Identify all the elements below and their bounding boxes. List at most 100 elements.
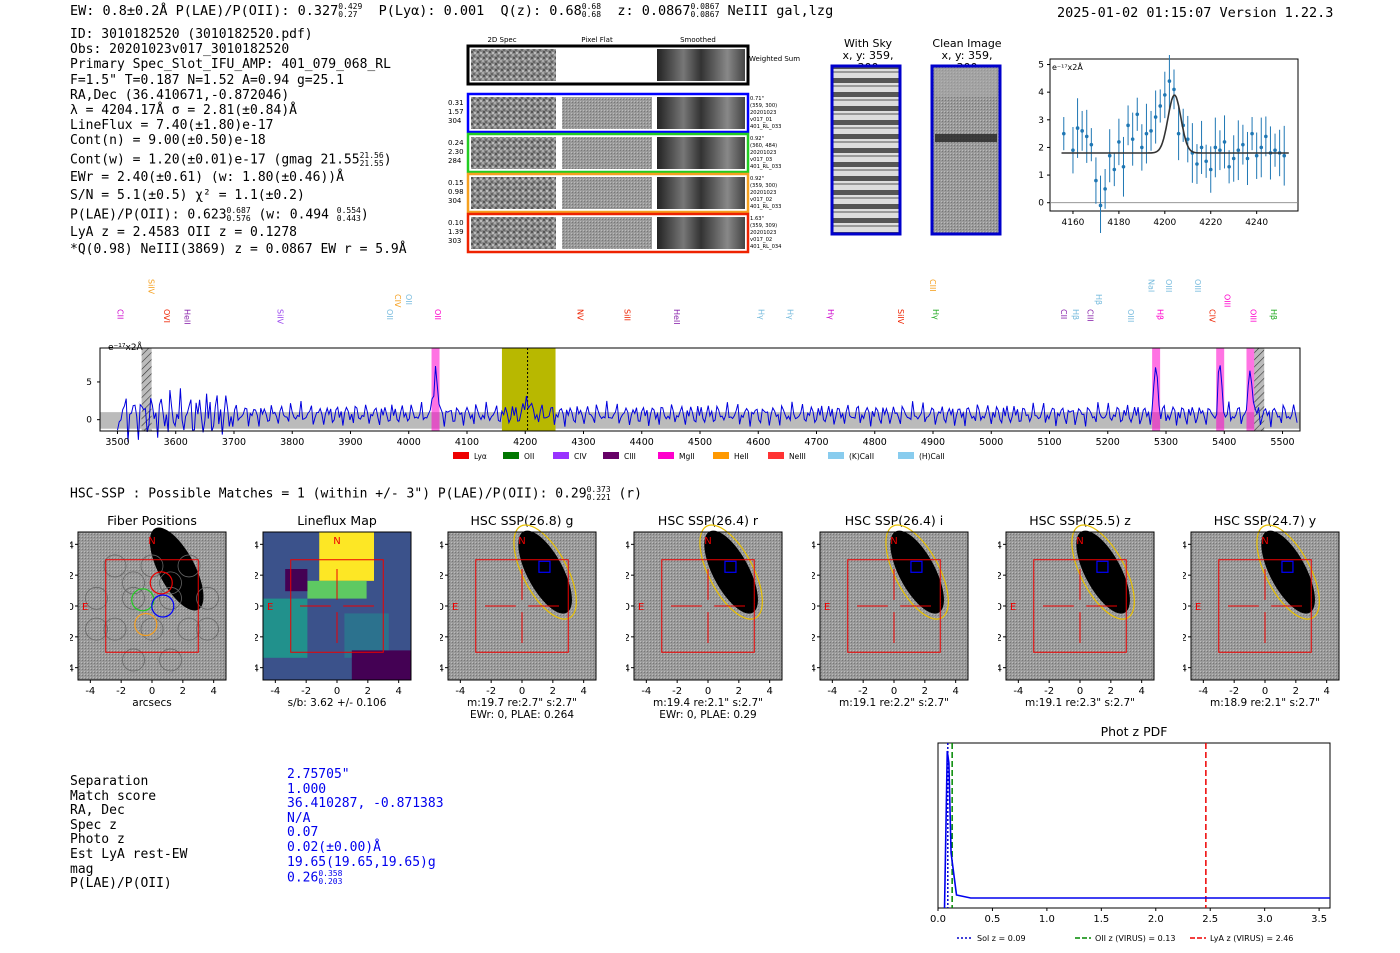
cutout-image bbox=[657, 137, 745, 169]
info-contw: Cont(w) = 1.20(±0.01)e-17 (gmag 21.55 bbox=[70, 152, 360, 168]
zoom-point bbox=[1236, 148, 1241, 152]
cutout-image bbox=[471, 49, 556, 81]
legend-label: HeII bbox=[734, 452, 749, 461]
fiber-circle bbox=[177, 554, 201, 578]
match-value: 36.410287, -0.871383 bbox=[287, 796, 444, 812]
spectrum-xtick-label: 5300 bbox=[1154, 437, 1178, 448]
zoom-point bbox=[1218, 148, 1222, 152]
info-plae-w-lo: 0.443 bbox=[336, 214, 361, 224]
north-label: N bbox=[518, 536, 525, 547]
panel-ytick-label: 2 bbox=[255, 571, 259, 582]
zoom-point bbox=[1185, 137, 1190, 141]
panel-subtitle: EWr: 0, PLAE: 0.264 bbox=[470, 709, 574, 721]
panel-image-region bbox=[285, 569, 308, 592]
hsc-lo: 0.221 bbox=[586, 493, 611, 502]
panel-ytick-label: -4 bbox=[998, 664, 1002, 675]
match-marker bbox=[1096, 560, 1109, 573]
zoom-point bbox=[1195, 162, 1199, 166]
cutout-row-meta: v017_02 bbox=[750, 197, 772, 203]
cutout-row-meta: 0.71" bbox=[750, 96, 764, 102]
cutout-row-frame bbox=[466, 92, 750, 134]
hsc-header: HSC-SSP : Possible Matches = 1 (within +… bbox=[70, 486, 642, 502]
info-id: ID: 3010182520 (3010182520.pdf) bbox=[70, 27, 313, 42]
panel-xtick-label: 0 bbox=[891, 686, 897, 697]
match-label: Spec z bbox=[70, 817, 117, 833]
match-value: 0.26 bbox=[287, 870, 319, 886]
spectrum-xtick-label: 4600 bbox=[746, 437, 770, 448]
region-box bbox=[847, 559, 941, 653]
with-sky-image bbox=[830, 64, 902, 236]
match-label: P(LAE)/P(OII) bbox=[70, 876, 172, 892]
panel-xtick-label: -2 bbox=[301, 686, 311, 697]
header-plae-hi: 0.429 bbox=[338, 2, 363, 11]
panel-subtitle: m:19.7 re:2.7" s:2.7" bbox=[467, 697, 577, 709]
match-value: 0.02(±0.00)Å bbox=[287, 839, 381, 855]
spectrum-hatched-region bbox=[1254, 348, 1265, 431]
info-lya: LyA z = 2.4583 OII z = 0.1278 bbox=[70, 225, 297, 241]
match-value: 2.75705" bbox=[287, 767, 350, 782]
zoom-point bbox=[1199, 145, 1204, 150]
cutout-row-meta: v017_03 bbox=[750, 157, 772, 163]
zoom-point bbox=[1080, 129, 1084, 133]
panel-xtick-label: 0 bbox=[334, 686, 340, 697]
spectrum-xtick-label: 3900 bbox=[338, 437, 362, 448]
fiber-circle bbox=[196, 617, 219, 641]
zoom-point bbox=[1245, 156, 1250, 161]
spectrum-xtick-label: 4400 bbox=[630, 437, 654, 448]
panel-xtick-label: 2 bbox=[365, 686, 371, 697]
weighted-sum-frame bbox=[466, 44, 750, 86]
cutout-row-stat: 2.30 bbox=[448, 148, 464, 156]
info-sn: S/N = 5.1(±0.5) χ² = 1.1(±0.2) bbox=[70, 187, 305, 203]
match-label: Match score bbox=[70, 788, 157, 804]
panel-ytick-label: 4 bbox=[70, 540, 74, 551]
info-plae-w: (w: 0.494 bbox=[258, 207, 329, 223]
spectrum-line-label: OIII bbox=[1164, 279, 1173, 292]
panel-xtick-label: 2 bbox=[1293, 686, 1299, 697]
cutout-row-frame bbox=[466, 172, 750, 214]
spectrum-line-label: CIV bbox=[393, 294, 402, 308]
cutout-row-stat: 304 bbox=[448, 117, 462, 125]
panel-subtitle: EWr: 0, PLAE: 0.29 bbox=[659, 709, 756, 721]
panel-title: HSC SSP(25.5) z bbox=[1029, 513, 1131, 528]
region-box bbox=[661, 559, 755, 653]
zoom-point bbox=[1158, 104, 1163, 108]
zoom-point bbox=[1153, 115, 1158, 119]
match-plae-hi: 0.358 bbox=[318, 869, 343, 879]
spectrum-line-label: OIII bbox=[1222, 294, 1231, 307]
region-box bbox=[1033, 559, 1127, 653]
spectrum-line-label: OII bbox=[433, 309, 442, 320]
cutout-row-meta: 0.92" bbox=[750, 176, 764, 182]
fiber-circle bbox=[159, 571, 182, 595]
zoom-point bbox=[1208, 167, 1213, 172]
match-value: 0.07 bbox=[287, 825, 319, 841]
panel-ytick-label: -4 bbox=[626, 664, 630, 675]
zoom-point bbox=[1273, 148, 1277, 152]
panel-xtick-label: -4 bbox=[1198, 686, 1208, 697]
spectrum-xtick-label: 3500 bbox=[105, 437, 129, 448]
panel-subtitle: m:18.9 re:2.1" s:2.7" bbox=[1210, 697, 1320, 709]
legend-label: CIV bbox=[574, 452, 587, 461]
cutout-row-stat: 303 bbox=[448, 237, 461, 245]
match-marker bbox=[910, 560, 923, 573]
spectrum-xtick-label: 4500 bbox=[688, 437, 712, 448]
match-marker bbox=[538, 560, 551, 573]
photz-xtick-label: 0.0 bbox=[930, 914, 946, 925]
zoom-ytick-label: 4 bbox=[1038, 88, 1044, 98]
match-label: Photo z bbox=[70, 832, 125, 848]
spectrum-xtick-label: 3700 bbox=[222, 437, 246, 448]
info-plae-w-hi: 0.554 bbox=[336, 206, 361, 216]
zoom-frame bbox=[1049, 58, 1299, 212]
zoom-point bbox=[1112, 167, 1117, 172]
cutout-row-meta: 401_RL_033 bbox=[750, 204, 782, 210]
panel-title: HSC SSP(26.8) g bbox=[471, 513, 574, 528]
fiber-highlight bbox=[134, 612, 158, 637]
zoom-xtick-label: 4160 bbox=[1062, 218, 1085, 228]
spectrum-xtick-label: 3600 bbox=[164, 437, 188, 448]
spectrum-line-marker bbox=[1152, 348, 1161, 431]
header-plya: P(Lyα): 0.001 bbox=[378, 3, 485, 19]
cutout-row-meta: v017_01 bbox=[750, 117, 772, 123]
fiber-circle bbox=[159, 648, 182, 672]
clean-image bbox=[930, 64, 1002, 236]
